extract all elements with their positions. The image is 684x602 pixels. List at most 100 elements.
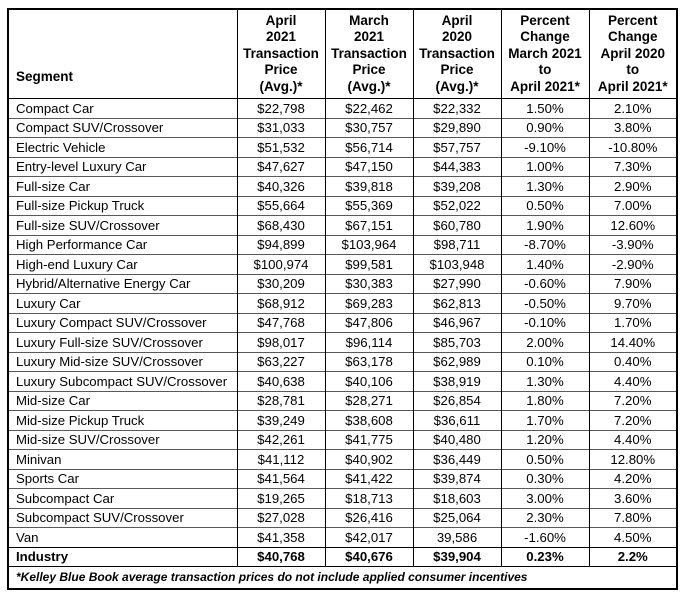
segment-cell: Hybrid/Alternative Energy Car xyxy=(8,273,237,294)
value-cell: $40,902 xyxy=(324,449,413,470)
col-header-pct-change-april-2020: Percent Change April 2020 to April 2021* xyxy=(588,9,677,100)
col-header-pct-change-march-2021: Percent Change March 2021 to April 2021* xyxy=(500,9,589,100)
table-row: Full-size SUV/Crossover $68,430 $67,151 $60… xyxy=(8,215,677,236)
value-cell: $28,271 xyxy=(324,390,413,411)
value-cell: $103,948 xyxy=(412,254,501,275)
value-cell: 2.30% xyxy=(500,507,589,528)
table-row: Compact SUV/Crossover $31,033 $30,757 $29,8… xyxy=(8,117,677,138)
col-header-april-2020-price: April 2020 Transaction Price (Avg.)* xyxy=(412,9,501,100)
value-cell: 0.50% xyxy=(500,449,589,470)
value-cell: $39,904 xyxy=(412,546,501,567)
value-cell: 9.70% xyxy=(588,293,677,314)
value-cell: $47,627 xyxy=(236,156,325,177)
value-cell: $27,028 xyxy=(236,507,325,528)
segment-cell: Subcompact SUV/Crossover xyxy=(8,507,237,528)
value-cell: 1.30% xyxy=(500,371,589,392)
segment-cell: Luxury Compact SUV/Crossover xyxy=(8,312,237,333)
value-cell: $41,358 xyxy=(236,527,325,548)
col-header-april-2021-price: April 2021 Transaction Price (Avg.)* xyxy=(236,9,325,100)
segment-cell: Entry-level Luxury Car xyxy=(8,156,237,177)
value-cell: 3.00% xyxy=(500,488,589,509)
value-cell: $69,283 xyxy=(324,293,413,314)
value-cell: 1.00% xyxy=(500,156,589,177)
value-cell: $98,711 xyxy=(412,234,501,255)
value-cell: $28,781 xyxy=(236,390,325,411)
value-cell: 2.2% xyxy=(588,546,677,567)
value-cell: $67,151 xyxy=(324,215,413,236)
value-cell: -2.90% xyxy=(588,254,677,275)
value-cell: $40,106 xyxy=(324,371,413,392)
table-row: Subcompact Car $19,265 $18,713 $18,603 3.00%… xyxy=(8,488,677,509)
value-cell: 0.40% xyxy=(588,351,677,372)
segment-cell: Full-size Pickup Truck xyxy=(8,195,237,216)
value-cell: $57,757 xyxy=(412,137,501,158)
table-row: Entry-level Luxury Car $47,627 $47,150 $44,… xyxy=(8,156,677,177)
value-cell: $36,449 xyxy=(412,449,501,470)
segment-cell: Van xyxy=(8,527,237,548)
table-row: Industry $40,768 $40,676 $39,904 0.23% 2.2% xyxy=(8,546,677,567)
col-header-segment: Segment xyxy=(8,9,237,100)
segment-cell: Compact SUV/Crossover xyxy=(8,117,237,138)
table-row: High Performance Car $94,899 $103,964 $98,7… xyxy=(8,234,677,255)
table-row: Mid-size Pickup Truck $39,249 $38,608 $36,6… xyxy=(8,410,677,431)
value-cell: $103,964 xyxy=(324,234,413,255)
value-cell: $22,332 xyxy=(412,98,501,119)
segment-cell: High Performance Car xyxy=(8,234,237,255)
table-row: Luxury Mid-size SUV/Crossover $63,227 $63,… xyxy=(8,351,677,372)
value-cell: $31,033 xyxy=(236,117,325,138)
value-cell: 1.80% xyxy=(500,390,589,411)
table-row: Luxury Car $68,912 $69,283 $62,813 -0.50% 9.7… xyxy=(8,293,677,314)
table-row: Sports Car $41,564 $41,422 $39,874 0.30% 4.20… xyxy=(8,468,677,489)
value-cell: $60,780 xyxy=(412,215,501,236)
value-cell: $30,383 xyxy=(324,273,413,294)
segment-cell: Luxury Subcompact SUV/Crossover xyxy=(8,371,237,392)
value-cell: 7.20% xyxy=(588,390,677,411)
value-cell: $46,967 xyxy=(412,312,501,333)
value-cell: $68,912 xyxy=(236,293,325,314)
segment-cell: High-end Luxury Car xyxy=(8,254,237,275)
value-cell: $18,713 xyxy=(324,488,413,509)
value-cell: $18,603 xyxy=(412,488,501,509)
table-row: High-end Luxury Car $100,974 $99,581 $103,9… xyxy=(8,254,677,275)
value-cell: $51,532 xyxy=(236,137,325,158)
value-cell: 0.30% xyxy=(500,468,589,489)
value-cell: $47,806 xyxy=(324,312,413,333)
table-row: Hybrid/Alternative Energy Car $30,209 $30,… xyxy=(8,273,677,294)
value-cell: 1.20% xyxy=(500,429,589,450)
table-body: Compact Car $22,798 $22,462 $22,332 1.50% 2.1… xyxy=(8,98,677,567)
value-cell: $47,150 xyxy=(324,156,413,177)
col-header-march-2021-price: March 2021 Transaction Price (Avg.)* xyxy=(324,9,413,100)
value-cell: $25,064 xyxy=(412,507,501,528)
table-row: Compact Car $22,798 $22,462 $22,332 1.50% 2.1… xyxy=(8,98,677,119)
table-row: Full-size Pickup Truck $55,664 $55,369 $52,… xyxy=(8,195,677,216)
segment-cell: Sports Car xyxy=(8,468,237,489)
value-cell: $100,974 xyxy=(236,254,325,275)
value-cell: 12.60% xyxy=(588,215,677,236)
value-cell: $44,383 xyxy=(412,156,501,177)
value-cell: 0.10% xyxy=(500,351,589,372)
value-cell: $22,798 xyxy=(236,98,325,119)
value-cell: 2.90% xyxy=(588,176,677,197)
value-cell: $63,227 xyxy=(236,351,325,372)
value-cell: -3.90% xyxy=(588,234,677,255)
header-row: Segment April 2021 Transaction Price (Av… xyxy=(8,9,677,100)
value-cell: $30,757 xyxy=(324,117,413,138)
segment-cell: Mid-size SUV/Crossover xyxy=(8,429,237,450)
table-row: Van $41,358 $42,017 39,586 -1.60% 4.50% xyxy=(8,527,677,548)
value-cell: $39,208 xyxy=(412,176,501,197)
table-row: Mid-size Car $28,781 $28,271 $26,854 1.80% 7.… xyxy=(8,390,677,411)
value-cell: 4.40% xyxy=(588,429,677,450)
value-cell: 1.30% xyxy=(500,176,589,197)
value-cell: -10.80% xyxy=(588,137,677,158)
value-cell: $62,813 xyxy=(412,293,501,314)
value-cell: $98,017 xyxy=(236,332,325,353)
value-cell: 0.90% xyxy=(500,117,589,138)
value-cell: $55,664 xyxy=(236,195,325,216)
value-cell: 2.10% xyxy=(588,98,677,119)
value-cell: 1.40% xyxy=(500,254,589,275)
table-row: Minivan $41,112 $40,902 $36,449 0.50% 12.80% xyxy=(8,449,677,470)
value-cell: $40,480 xyxy=(412,429,501,450)
table-row: Full-size Car $40,326 $39,818 $39,208 1.30% 2… xyxy=(8,176,677,197)
value-cell: $68,430 xyxy=(236,215,325,236)
